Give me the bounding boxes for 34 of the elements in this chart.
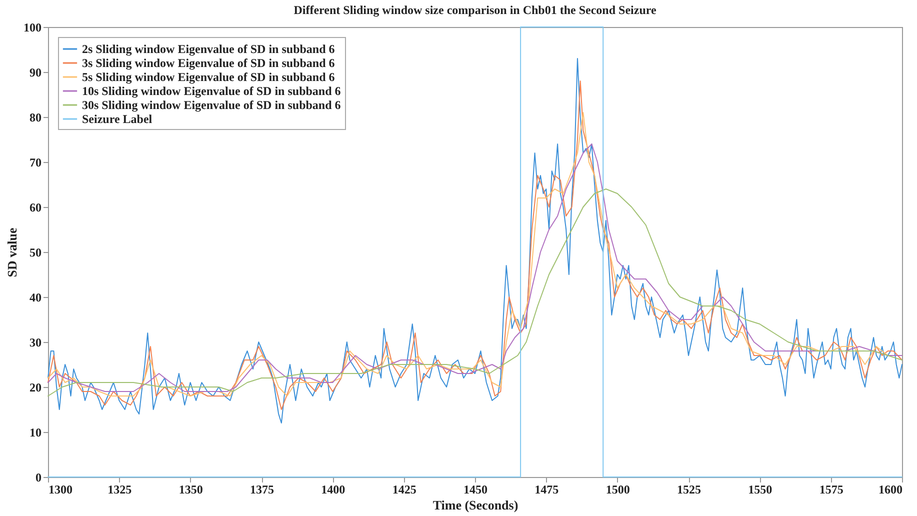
y-tick-label: 70: [30, 156, 42, 170]
x-tick-label: 1450: [464, 482, 488, 496]
x-tick-label: 1400: [321, 482, 346, 496]
y-tick-label: 90: [30, 66, 42, 80]
x-tick-label: 1350: [178, 482, 203, 496]
legend-label: 3s Sliding window Eigenvalue of SD in subband 6: [82, 56, 335, 70]
legend-label: 10s Sliding window Eigenvalue of SD in subband 6: [82, 84, 341, 98]
x-tick-label: 1425: [392, 482, 416, 496]
x-axis-title: Time (Seconds): [432, 498, 518, 512]
y-tick-label: 0: [36, 470, 42, 484]
legend-label: Seizure Label: [82, 112, 153, 126]
y-tick-label: 40: [30, 290, 42, 304]
y-tick-label: 60: [30, 200, 42, 214]
x-tick-label: 1375: [250, 482, 274, 496]
chart-title: Different Sliding window size comparison in Chb01 the Second Seizure: [294, 3, 657, 17]
x-tick-label: 1575: [819, 482, 844, 496]
y-axis-title: SD value: [4, 228, 20, 278]
y-tick-label: 10: [30, 426, 42, 440]
legend-label: 30s Sliding window Eigenvalue of SD in subband 6: [82, 98, 341, 112]
x-tick-label: 1500: [606, 482, 630, 496]
x-tick-label: 1550: [748, 482, 772, 496]
y-tick-label: 100: [24, 20, 42, 34]
x-tick-label: 1300: [48, 482, 72, 496]
x-tick-label: 1525: [677, 482, 701, 496]
y-tick-label: 80: [30, 110, 42, 124]
y-tick-label: 50: [30, 246, 42, 260]
x-tick-label: 1475: [534, 482, 559, 496]
y-tick-label: 30: [30, 336, 42, 350]
x-tick-label: 1325: [108, 482, 132, 496]
x-tick-label: 1600: [878, 482, 902, 496]
legend-label: 5s Sliding window Eigenvalue of SD in subband 6: [82, 70, 335, 84]
line-series: [48, 188, 902, 396]
y-tick-label: 20: [30, 380, 42, 394]
legend-label: 2s Sliding window Eigenvalue of SD in subband 6: [82, 42, 335, 56]
